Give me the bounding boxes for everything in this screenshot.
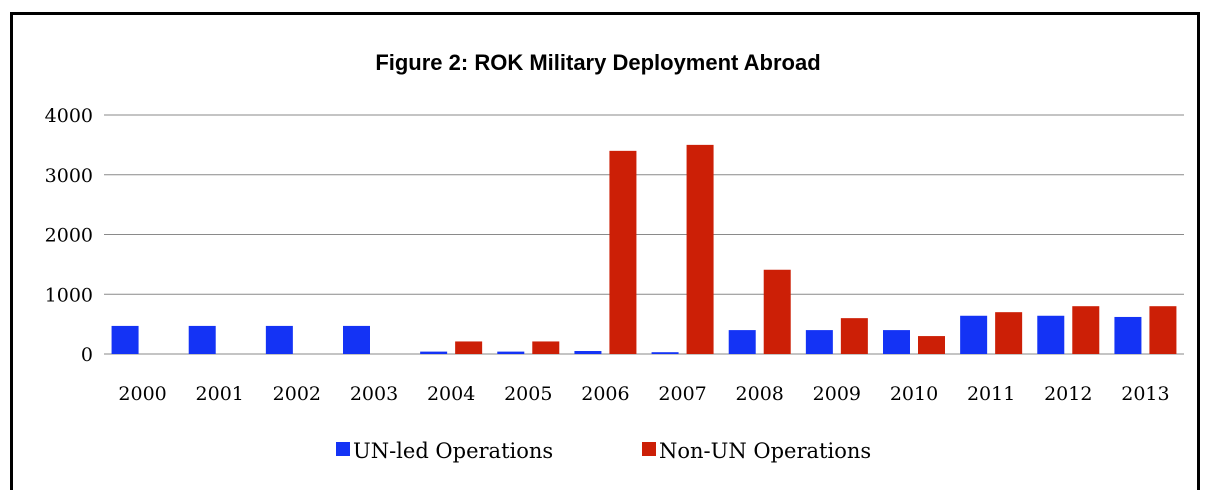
- bar-non-un-2007: [686, 144, 714, 354]
- bar-un-led-2010: [883, 330, 910, 354]
- x-tick-label: 2012: [1044, 383, 1092, 405]
- bar-non-un-2008: [763, 269, 791, 354]
- y-axis-ticks: 0 1000 2000 3000 4000: [45, 105, 93, 366]
- legend-label: Non-UN Operations: [659, 439, 871, 463]
- bar-un-led-2009: [805, 330, 833, 354]
- bar-un-led-2004: [420, 351, 448, 354]
- bar-un-led-2001: [188, 325, 216, 354]
- x-tick-label: 2007: [658, 383, 706, 405]
- x-tick-label: 2003: [350, 383, 398, 405]
- x-tick-label: 2004: [427, 383, 475, 405]
- legend: UN-led Operations Non-UN Operations: [336, 439, 871, 463]
- bar-non-un-2012: [1072, 306, 1100, 354]
- legend-swatch: [642, 442, 656, 456]
- bar-non-un-2006: [609, 150, 637, 354]
- bar-un-led-2013: [1114, 316, 1142, 354]
- bars: [111, 144, 1177, 354]
- x-tick-label: 2013: [1121, 383, 1169, 405]
- y-tick-label: 0: [81, 344, 93, 366]
- bar-non-un-2013: [1149, 306, 1177, 354]
- bar-un-led-2003: [343, 325, 370, 354]
- x-tick-label: 2008: [736, 383, 784, 405]
- x-tick-label: 2002: [273, 383, 321, 405]
- x-tick-label: 2005: [504, 383, 552, 405]
- y-tick-label: 2000: [45, 225, 93, 247]
- bar-un-led-2007: [651, 352, 679, 354]
- x-tick-label: 2001: [196, 383, 244, 405]
- x-axis-ticks: 2000 2001 2002 2003 2004 2005 2006 2007 2008 2009…: [118, 383, 1169, 405]
- chart-title: Figure 2: ROK Military Deployment Abroad: [375, 50, 820, 75]
- y-tick-label: 4000: [45, 105, 93, 127]
- bar-un-led-2012: [1037, 315, 1065, 354]
- y-tick-label: 1000: [45, 284, 93, 306]
- chart-frame: [10, 12, 1200, 490]
- y-tick-label: 3000: [45, 165, 93, 187]
- x-tick-label: 2010: [890, 383, 938, 405]
- legend-swatch: [336, 442, 350, 456]
- bar-un-led-2000: [111, 325, 139, 354]
- x-tick-label: 2011: [967, 383, 1015, 405]
- bar-non-un-2005: [532, 341, 560, 354]
- x-tick-label: 2009: [813, 383, 861, 405]
- legend-label: UN-led Operations: [353, 439, 553, 463]
- bar-non-un-2011: [995, 312, 1023, 354]
- x-tick-label: 2000: [118, 383, 166, 405]
- bar-un-led-2005: [497, 351, 525, 354]
- bar-un-led-2006: [574, 351, 602, 354]
- bar-un-led-2002: [265, 325, 293, 354]
- bar-un-led-2011: [960, 315, 988, 354]
- bar-non-un-2009: [840, 318, 868, 354]
- bar-non-un-2010: [918, 336, 945, 354]
- x-tick-label: 2006: [581, 383, 629, 405]
- bar-non-un-2004: [455, 341, 483, 354]
- bar-un-led-2008: [728, 330, 756, 354]
